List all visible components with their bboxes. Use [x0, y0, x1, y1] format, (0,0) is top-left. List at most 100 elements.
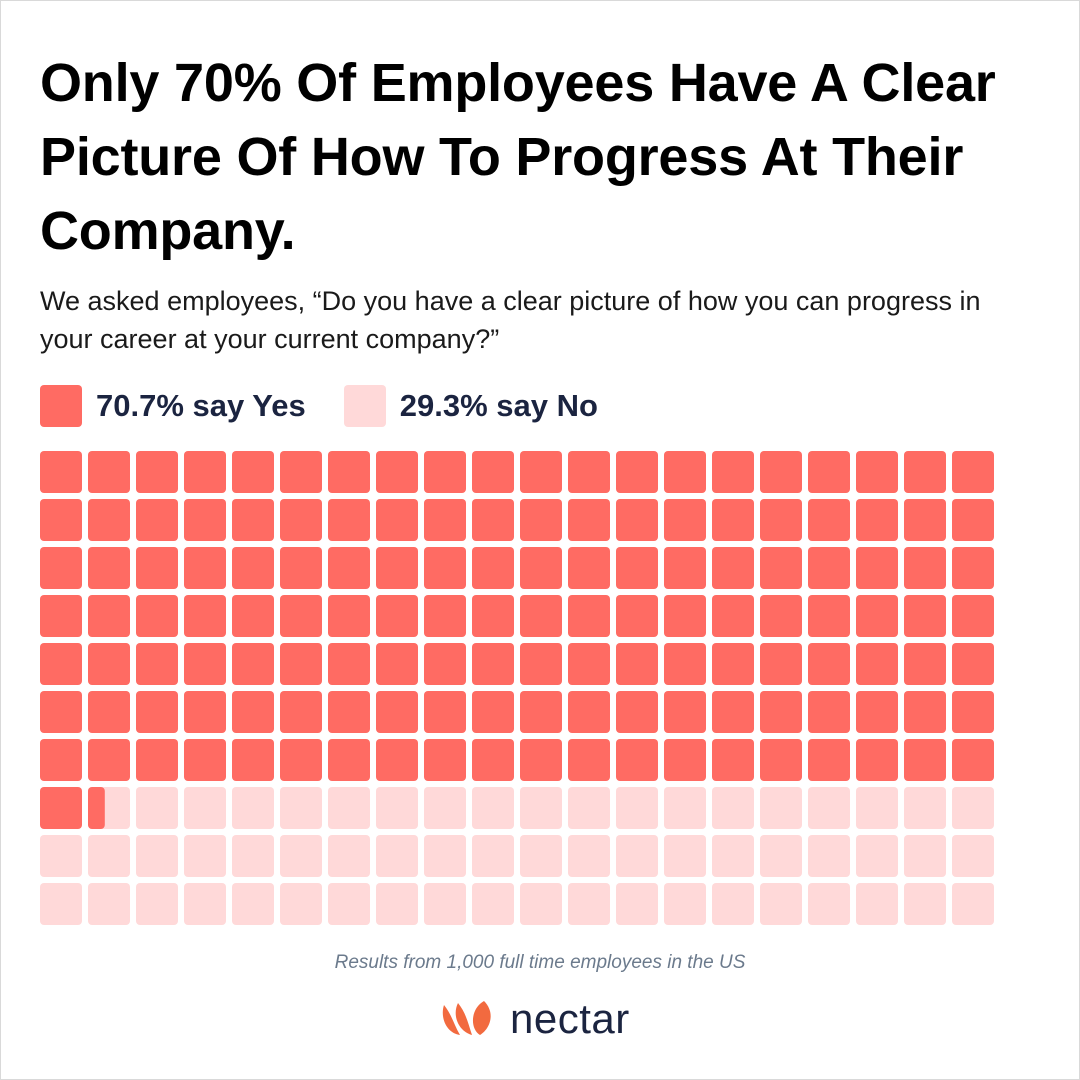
waffle-cell-yes [568, 595, 610, 637]
waffle-cell-no [856, 787, 898, 829]
waffle-cell-no [616, 835, 658, 877]
waffle-cell-yes [280, 739, 322, 781]
waffle-cell-yes [472, 547, 514, 589]
waffle-cell-yes [40, 595, 82, 637]
waffle-cell-yes [664, 547, 706, 589]
waffle-cell-yes [616, 499, 658, 541]
waffle-cell-yes [904, 595, 946, 637]
nectar-logo-icon [442, 1001, 491, 1035]
waffle-cell-no [472, 835, 514, 877]
waffle-cell-yes [808, 595, 850, 637]
waffle-cell-no [616, 883, 658, 925]
waffle-cell-no [472, 883, 514, 925]
waffle-cell-yes [712, 451, 754, 493]
waffle-cell-no [280, 835, 322, 877]
waffle-cell-yes [904, 451, 946, 493]
waffle-cell-no [232, 787, 274, 829]
waffle-cell-yes [40, 787, 82, 829]
waffle-cell-no [328, 883, 370, 925]
waffle-cell-yes [952, 595, 994, 637]
waffle-cell-yes [856, 451, 898, 493]
waffle-cell-yes [280, 499, 322, 541]
waffle-cell-yes [520, 595, 562, 637]
waffle-cell-yes [184, 451, 226, 493]
waffle-cell-no [136, 883, 178, 925]
waffle-cell-no [904, 883, 946, 925]
waffle-cell-yes [40, 547, 82, 589]
waffle-cell-no [328, 787, 370, 829]
waffle-cell-yes [184, 547, 226, 589]
waffle-cell-yes [424, 739, 466, 781]
waffle-cell-no [520, 883, 562, 925]
waffle-cell-yes [136, 643, 178, 685]
waffle-cell-yes [88, 643, 130, 685]
waffle-cell-yes [184, 499, 226, 541]
waffle-cell-no [760, 883, 802, 925]
waffle-cell-yes [472, 739, 514, 781]
waffle-cell-yes [232, 451, 274, 493]
waffle-cell-yes [88, 499, 130, 541]
waffle-cell-yes [856, 739, 898, 781]
waffle-cell-yes [712, 643, 754, 685]
waffle-cell-no [664, 787, 706, 829]
waffle-cell-no [280, 787, 322, 829]
waffle-cell-yes [664, 739, 706, 781]
waffle-cell-yes [952, 739, 994, 781]
waffle-cell-yes [712, 691, 754, 733]
waffle-cell-yes [184, 739, 226, 781]
waffle-cell-yes [232, 499, 274, 541]
waffle-cell-yes [424, 595, 466, 637]
waffle-cell-no [472, 787, 514, 829]
legend-item-yes: 70.7% say Yes [40, 385, 306, 427]
waffle-cell-yes [232, 739, 274, 781]
waffle-cell-yes [376, 595, 418, 637]
waffle-cell-yes [376, 451, 418, 493]
waffle-cell-no [376, 835, 418, 877]
waffle-cell-yes [808, 739, 850, 781]
brand-logo: nectar [440, 996, 630, 1042]
waffle-cell-no [184, 835, 226, 877]
waffle-cell-yes [88, 691, 130, 733]
waffle-cell-yes [568, 451, 610, 493]
waffle-cell-no [904, 787, 946, 829]
waffle-cell-no [376, 883, 418, 925]
waffle-cell-no [712, 835, 754, 877]
waffle-cell-yes [88, 451, 130, 493]
waffle-cell-no [424, 835, 466, 877]
waffle-cell-yes [328, 499, 370, 541]
waffle-cell-yes [520, 499, 562, 541]
waffle-cell-yes [952, 547, 994, 589]
waffle-cell-no [664, 883, 706, 925]
waffle-cell-no [424, 883, 466, 925]
waffle-cell-no [664, 835, 706, 877]
waffle-cell-yes [856, 691, 898, 733]
waffle-cell-yes [376, 499, 418, 541]
waffle-cell-yes [712, 547, 754, 589]
waffle-cell-yes [712, 739, 754, 781]
waffle-cell-yes [280, 547, 322, 589]
waffle-cell-yes [904, 643, 946, 685]
waffle-cell-yes [184, 643, 226, 685]
waffle-cell-yes [88, 595, 130, 637]
waffle-cell-yes [808, 547, 850, 589]
waffle-cell-yes [184, 595, 226, 637]
waffle-cell-no [184, 883, 226, 925]
waffle-cell-yes [328, 451, 370, 493]
waffle-cell-no [760, 787, 802, 829]
waffle-cell-no [136, 835, 178, 877]
waffle-cell-yes [904, 691, 946, 733]
waffle-cell-yes [568, 739, 610, 781]
waffle-cell-no [40, 883, 82, 925]
waffle-cell-no [856, 883, 898, 925]
waffle-cell-yes [472, 691, 514, 733]
waffle-cell-yes [856, 595, 898, 637]
waffle-cell-no [88, 835, 130, 877]
waffle-cell-yes [664, 499, 706, 541]
waffle-cell-yes [952, 691, 994, 733]
waffle-cell-no [712, 883, 754, 925]
waffle-cell-yes [616, 691, 658, 733]
waffle-cell-yes [760, 643, 802, 685]
waffle-cell-yes [328, 547, 370, 589]
waffle-cell-no [88, 883, 130, 925]
